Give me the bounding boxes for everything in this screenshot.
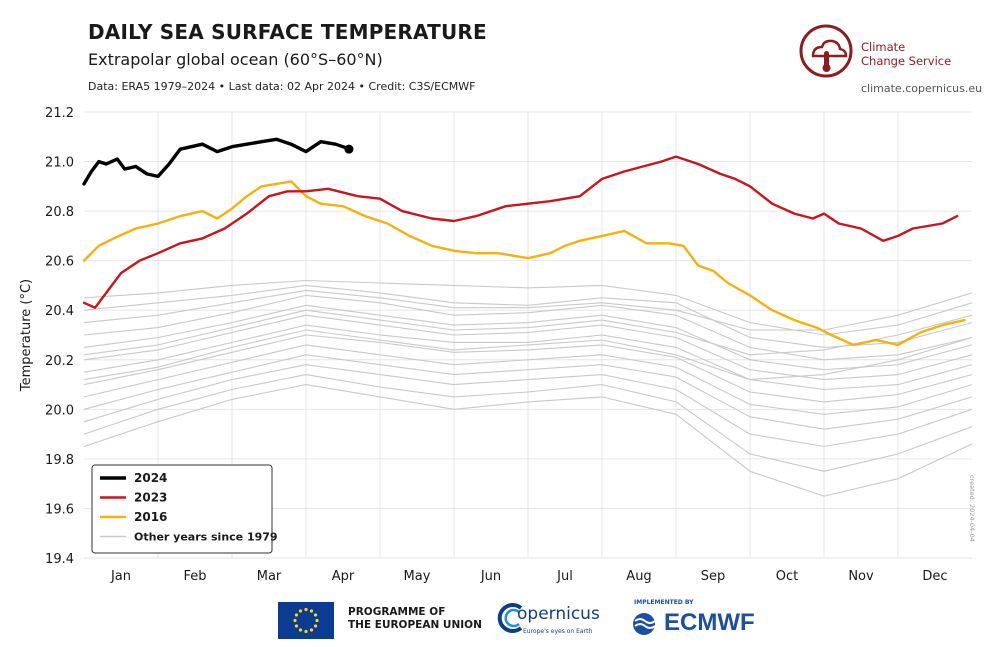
eu-star — [304, 629, 308, 634]
y-tick-label: 21.0 — [45, 156, 74, 171]
legend: 2024 2023 2016 Other years since 1979 — [91, 464, 278, 554]
x-tick-label: Jul — [556, 569, 573, 584]
x-tick-label: Oct — [776, 569, 798, 584]
eu-star — [298, 628, 303, 632]
c3s-url[interactable]: climate.copernicus.eu — [861, 82, 983, 95]
eu-star — [315, 618, 319, 623]
c3s-logo[interactable]: Climate Change Service climate.copernicu… — [797, 22, 982, 102]
eu-programme-label: PROGRAMME OF THE EUROPEAN UNION — [348, 606, 482, 632]
series-line-other-year — [83, 374, 973, 472]
c3s-emblem-icon — [799, 24, 853, 78]
y-tick-label: 21.2 — [45, 106, 74, 121]
eu-star — [298, 609, 303, 613]
data-source-note: Data: ERA5 1979–2024 • Last data: 02 Apr… — [88, 80, 476, 93]
series-line-other-year — [83, 284, 973, 348]
series-line-2024 — [82, 137, 351, 186]
legend-label: 2024 — [134, 471, 167, 485]
y-tick-label: 20.2 — [45, 354, 74, 369]
series-line-other-year — [83, 329, 973, 381]
series-line-2016 — [82, 180, 966, 347]
y-tick-label: 20.8 — [45, 205, 74, 220]
other-years-lines — [83, 279, 973, 497]
series-line-other-year — [83, 304, 973, 371]
legend-box — [91, 464, 273, 554]
copernicus-tagline: Europe's eyes on Earth — [523, 628, 593, 635]
ecmwf-logo: IMPLEMENTED BY ECMWF — [632, 598, 802, 642]
series-line-other-year — [83, 309, 973, 356]
eu-line1: PROGRAMME OF — [348, 606, 446, 618]
chart-title: DAILY SEA SURFACE TEMPERATURE — [88, 20, 487, 44]
y-tick-label: 20.6 — [45, 255, 74, 270]
c3s-name-line2: Change Service — [861, 54, 952, 68]
series-line-other-year — [83, 314, 973, 381]
eu-flag-icon — [278, 602, 334, 639]
copernicus-logo: opernicus Europe's eyes on Earth — [497, 598, 617, 642]
x-tick-label: Mar — [257, 569, 282, 584]
x-tick-label: Nov — [848, 569, 874, 584]
series-line-other-year — [83, 354, 973, 430]
x-axis-ticks: Jan Feb Mar Apr May Jun Jul Aug Sep Oct Nov Dec — [110, 569, 948, 584]
c3s-name: Climate Change Service — [861, 40, 951, 68]
x-tick-label: Jun — [480, 569, 501, 584]
eu-star — [313, 613, 318, 617]
eu-star — [293, 618, 297, 623]
y-tick-label: 19.8 — [45, 453, 74, 468]
x-tick-label: Aug — [626, 569, 651, 584]
x-tick-label: May — [404, 569, 431, 584]
x-tick-label: Apr — [332, 569, 355, 584]
highlighted-series — [82, 137, 966, 347]
y-tick-label: 19.4 — [45, 552, 74, 567]
x-tick-label: Feb — [183, 569, 206, 584]
x-tick-label: Dec — [922, 569, 947, 584]
created-date-note: created: 2024-04-04 — [968, 475, 976, 542]
legend-label: Other years since 1979 — [134, 531, 278, 544]
x-tick-label: Jan — [110, 569, 131, 584]
eu-star — [309, 628, 314, 632]
y-axis-label: Temperature (°C) — [19, 279, 34, 392]
series-line-other-year — [83, 344, 973, 415]
ecmwf-wave-icon — [633, 613, 656, 635]
y-tick-label: 19.6 — [45, 502, 74, 517]
series-line-other-year — [83, 324, 973, 391]
y-axis-ticks: 19.4 19.6 19.8 20.0 20.2 20.4 20.6 20.8 21.0 21.2 — [45, 106, 74, 567]
y-tick-label: 20.0 — [45, 403, 74, 418]
series-line-other-year — [83, 384, 973, 497]
series-line-other-year — [83, 294, 973, 361]
copernicus-name: opernicus — [517, 604, 600, 624]
ecmwf-implemented-label: IMPLEMENTED BY — [634, 599, 694, 606]
eu-star — [313, 624, 318, 628]
eu-star — [294, 624, 299, 628]
footer-logos: PROGRAMME OF THE EUROPEAN UNION opernicu… — [278, 598, 798, 642]
series-line-other-year — [83, 279, 973, 336]
series-line-2023 — [82, 155, 959, 309]
sst-line-chart: 19.4 19.6 19.8 20.0 20.2 20.4 20.6 20.8 21.0 21.2… — [19, 106, 973, 584]
legend-label: 2016 — [134, 510, 167, 524]
eu-line2: THE EUROPEAN UNION — [348, 619, 482, 631]
eu-star — [304, 607, 308, 612]
chart-subtitle: Extrapolar global ocean (60°S–60°N) — [88, 50, 383, 69]
ecmwf-name: ECMWF — [664, 609, 755, 636]
y-tick-label: 20.4 — [45, 304, 74, 319]
legend-label: 2023 — [134, 491, 167, 505]
series-line-other-year — [83, 334, 973, 403]
c3s-name-line1: Climate — [861, 40, 906, 54]
eu-star — [294, 613, 299, 617]
copernicus-c-icon — [497, 603, 523, 633]
x-tick-label: Sep — [701, 569, 726, 584]
series-line-other-year — [83, 364, 973, 448]
series-2024-last-point — [344, 144, 354, 154]
eu-star — [309, 609, 314, 613]
